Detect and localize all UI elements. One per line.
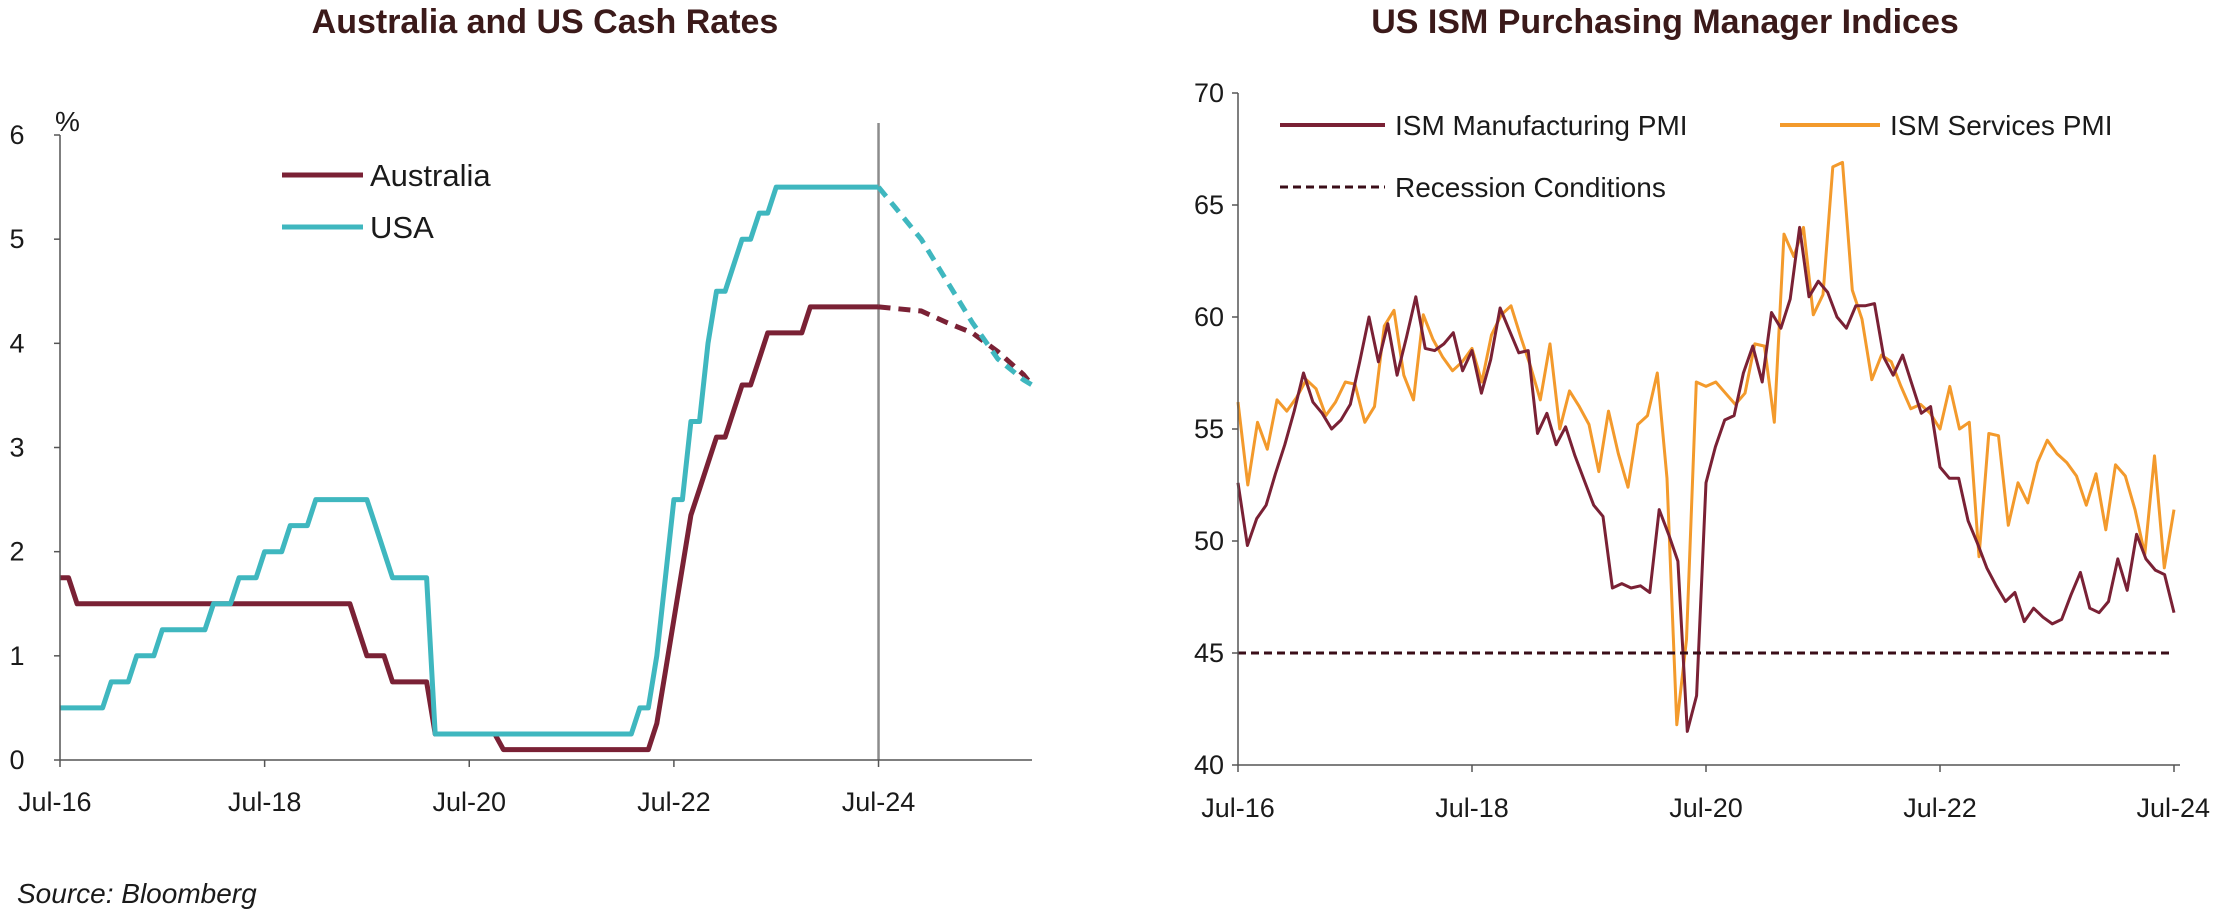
y-tick-label: 60 xyxy=(1194,302,1224,332)
ism-pmi-y-ticks: 40 45 50 55 60 65 70 xyxy=(1194,78,1238,780)
ism-pmi-legend: ISM Manufacturing PMI ISM Services PMI R… xyxy=(1280,110,2112,203)
legend-label-recession: Recession Conditions xyxy=(1395,172,1666,203)
y-tick-label: 6 xyxy=(9,120,24,150)
series-forecast-usa xyxy=(876,185,1034,388)
y-tick-label: 40 xyxy=(1194,750,1224,780)
y-tick-label: 65 xyxy=(1194,190,1224,220)
x-tick-label: Jul-24 xyxy=(2136,793,2210,823)
x-tick-label: Jul-16 xyxy=(18,787,92,817)
series-line-ism-services-pmi xyxy=(1236,160,2176,727)
y-tick-label: 3 xyxy=(9,433,24,463)
series-line-ism-manufacturing-pmi xyxy=(1236,225,2176,733)
y-tick-label: 1 xyxy=(9,641,24,671)
ism-pmi-title: US ISM Purchasing Manager Indices xyxy=(1371,3,1959,41)
y-tick-label: 5 xyxy=(9,224,24,254)
series-line-australia xyxy=(60,304,879,753)
y-tick-label: 50 xyxy=(1194,526,1224,556)
cash-rates-series xyxy=(60,184,1034,753)
cash-rates-title: Australia and US Cash Rates xyxy=(312,3,779,41)
y-tick-label: 0 xyxy=(9,745,24,775)
x-tick-label: Jul-16 xyxy=(1201,793,1275,823)
series-forecast-australia xyxy=(878,304,1034,387)
cash-rates-x-ticks: Jul-16 Jul-18 Jul-20 Jul-22 Jul-24 xyxy=(18,760,915,817)
x-tick-label: Jul-22 xyxy=(637,787,711,817)
x-tick-label: Jul-22 xyxy=(1903,793,1977,823)
legend-label-ism-services: ISM Services PMI xyxy=(1890,110,2112,141)
source-note: Source: Bloomberg xyxy=(17,878,257,909)
cash-rates-y-ticks: 0 1 2 3 4 5 6 xyxy=(9,120,60,775)
y-tick-label: 55 xyxy=(1194,414,1224,444)
y-tick-label: 4 xyxy=(9,328,24,358)
cash-rates-legend: Australia USA xyxy=(282,158,491,245)
y-tick-label: 45 xyxy=(1194,638,1224,668)
cash-rates-ylabel: % xyxy=(55,106,80,137)
ism-pmi-series xyxy=(1236,160,2176,733)
y-tick-label: 70 xyxy=(1194,78,1224,108)
x-tick-label: Jul-24 xyxy=(842,787,916,817)
x-tick-label: Jul-20 xyxy=(1669,793,1743,823)
cash-rates-chart: Australia and US Cash Rates % 0 1 2 3 4 5 6 Ju… xyxy=(9,3,1034,817)
legend-label-australia: Australia xyxy=(370,158,491,193)
series-line-usa xyxy=(60,184,879,737)
y-tick-label: 2 xyxy=(9,537,24,567)
ism-pmi-chart: US ISM Purchasing Manager Indices 40 45 50… xyxy=(1194,3,2210,823)
ism-pmi-x-ticks: Jul-16 Jul-18 Jul-20 Jul-22 Jul-24 xyxy=(1201,765,2210,823)
x-tick-label: Jul-18 xyxy=(1435,793,1509,823)
legend-label-usa: USA xyxy=(370,210,434,245)
x-tick-label: Jul-18 xyxy=(228,787,302,817)
x-tick-label: Jul-20 xyxy=(432,787,506,817)
legend-label-ism-manufacturing: ISM Manufacturing PMI xyxy=(1395,110,1688,141)
